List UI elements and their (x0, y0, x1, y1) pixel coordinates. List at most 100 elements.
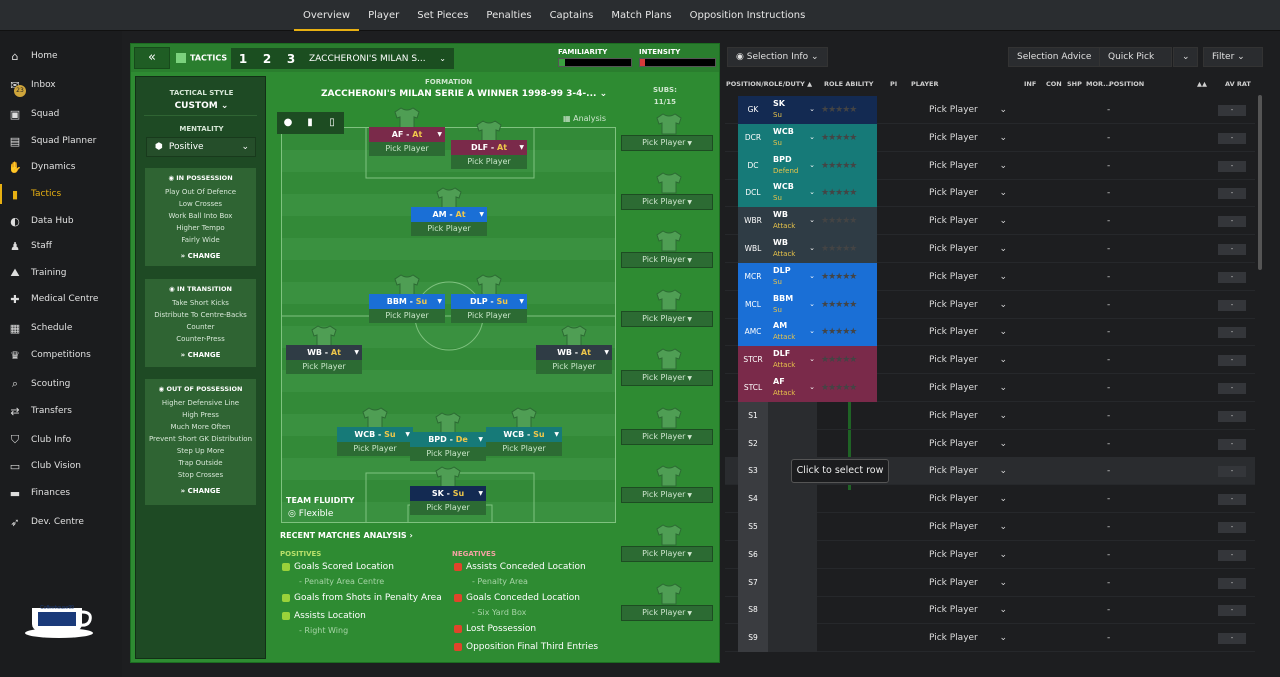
pick-player-dropdown[interactable]: Pick Player (411, 222, 487, 236)
sub-pick-player-dropdown[interactable]: Pick Player ▼ (621, 252, 713, 269)
selection-row[interactable]: MCL BBM Su ⌄ ★★★★★ Pick Player ⌄ - - (725, 290, 1255, 319)
player-role-dropdown[interactable]: DLF - At ▼ (451, 140, 527, 155)
row-role-dropdown[interactable]: BPD Defend ⌄ (768, 151, 817, 180)
sidebar-item-squad-planner[interactable]: ▤ Squad Planner (0, 131, 122, 151)
pick-player-dropdown[interactable]: Pick Player (369, 309, 445, 323)
player-role-dropdown[interactable]: WCB - Su ▼ (486, 427, 562, 442)
sidebar-item-inbox[interactable]: ✉ Inbox 23 (0, 75, 122, 97)
selection-row[interactable]: S5 Pick Player ⌄ - - (725, 513, 1255, 541)
sub-pick-player-dropdown[interactable]: Pick Player ▼ (621, 311, 713, 328)
mentality-dropdown[interactable]: ⬢ Positive ⌄ (146, 137, 256, 157)
row-role-dropdown[interactable]: BBM Su ⌄ (768, 290, 817, 319)
selection-row[interactable]: STCL AF Attack ⌄ ★★★★★ Pick Player ⌄ - - (725, 374, 1255, 402)
selection-row[interactable]: DCR WCB Su ⌄ ★★★★★ Pick Player ⌄ - - (725, 123, 1255, 152)
row-role-dropdown[interactable]: SK Su ⌄ (768, 96, 817, 124)
col-shp[interactable]: SHP (1067, 80, 1082, 88)
sidebar-item-club-info[interactable]: ⛉ Club Info (0, 430, 122, 450)
row-pick-player-dropdown[interactable]: Pick Player ⌄ (929, 485, 1013, 513)
tab-match-plans[interactable]: Match Plans (611, 10, 672, 21)
sidebar-item-home[interactable]: ⌂ Home (0, 46, 122, 66)
player-role-dropdown[interactable]: AF - At ▼ (369, 127, 445, 142)
selection-row[interactable]: S9 Pick Player ⌄ - - (725, 624, 1255, 653)
pick-player-dropdown[interactable]: Pick Player (410, 447, 486, 461)
sort-icon[interactable]: ▲▲ (1197, 80, 1207, 88)
col-position[interactable]: POSITION (1109, 80, 1145, 88)
pick-player-dropdown[interactable]: Pick Player (451, 155, 527, 169)
row-role-dropdown[interactable]: DLP Su ⌄ (768, 262, 817, 291)
row-pick-player-dropdown[interactable]: Pick Player ⌄ (929, 569, 1013, 597)
col-mor[interactable]: MOR... (1086, 80, 1111, 88)
sidebar-item-club-vision[interactable]: ▭ Club Vision (0, 456, 122, 476)
sidebar-item-medical-centre[interactable]: ✚ Medical Centre (0, 289, 122, 309)
sidebar-item-transfers[interactable]: ⇄ Transfers (0, 401, 122, 421)
tactic-slot-3[interactable]: 3 (286, 51, 296, 66)
row-pick-player-dropdown[interactable]: Pick Player ⌄ (929, 402, 1013, 430)
sub-pick-player-dropdown[interactable]: Pick Player ▼ (621, 604, 713, 621)
selection-row[interactable]: S8 Pick Player ⌄ - - (725, 596, 1255, 625)
col-av-rat[interactable]: AV RAT (1225, 80, 1251, 88)
sidebar-item-squad[interactable]: ▣ Squad (0, 104, 122, 124)
row-role-dropdown[interactable]: WB Attack ⌄ (768, 207, 817, 236)
selection-row[interactable]: MCR DLP Su ⌄ ★★★★★ Pick Player ⌄ - - (725, 262, 1255, 291)
player-role-dropdown[interactable]: WB - At ▼ (286, 345, 362, 360)
sub-pick-player-dropdown[interactable]: Pick Player ▼ (621, 193, 713, 210)
col-position-role-duty[interactable]: POSITION/ROLE/DUTY ▲ (726, 80, 813, 88)
row-role-dropdown[interactable]: WCB Su ⌄ (768, 123, 817, 152)
row-pick-player-dropdown[interactable]: Pick Player ⌄ (929, 541, 1013, 569)
sub-pick-player-dropdown[interactable]: Pick Player ▼ (621, 545, 713, 562)
quick-pick-dropdown[interactable]: ⌄ (1173, 47, 1198, 67)
row-pick-player-dropdown[interactable]: Pick Player ⌄ (929, 374, 1013, 402)
sub-pick-player-dropdown[interactable]: Pick Player ▼ (621, 369, 713, 386)
col-role-ability[interactable]: ROLE ABILITY (824, 80, 874, 88)
player-role-dropdown[interactable]: SK - Su ▼ (410, 486, 486, 501)
pick-player-dropdown[interactable]: Pick Player (536, 360, 612, 374)
row-pick-player-dropdown[interactable]: Pick Player ⌄ (929, 457, 1013, 485)
sidebar-item-training[interactable]: ⛰ Training (0, 263, 122, 283)
selection-row[interactable]: DCL WCB Su ⌄ ★★★★★ Pick Player ⌄ - - (725, 179, 1255, 208)
bar-chart-icon[interactable]: ▮ (307, 117, 313, 128)
sub-pick-player-dropdown[interactable]: Pick Player ▼ (621, 135, 713, 151)
tab-player[interactable]: Player (368, 10, 400, 21)
col-con[interactable]: CON (1046, 80, 1062, 88)
tactical-style-dropdown[interactable]: CUSTOM ⌄ (174, 101, 229, 111)
sidebar-item-dynamics[interactable]: ✋ Dynamics (0, 157, 122, 177)
tab-overview[interactable]: Overview (294, 0, 360, 31)
row-pick-player-dropdown[interactable]: Pick Player ⌄ (929, 207, 1013, 235)
player-role-dropdown[interactable]: WCB - Su ▼ (337, 427, 413, 442)
col-player[interactable]: PLAYER (911, 80, 939, 88)
collapse-button[interactable]: « (134, 47, 170, 69)
sub-pick-player-dropdown[interactable]: Pick Player ▼ (621, 428, 713, 445)
card-view-icon[interactable]: ▯ (329, 117, 335, 128)
col-pi[interactable]: PI (890, 80, 898, 88)
selection-row[interactable]: WBR WB Attack ⌄ ★★★★★ Pick Player ⌄ - - (725, 207, 1255, 236)
info-icon[interactable]: ● (283, 117, 293, 128)
pick-player-dropdown[interactable]: Pick Player (410, 501, 486, 515)
row-role-dropdown[interactable]: AM Attack ⌄ (768, 318, 817, 347)
change-out-of-possession-button[interactable]: » CHANGE (180, 487, 221, 495)
row-pick-player-dropdown[interactable]: Pick Player ⌄ (929, 291, 1013, 319)
player-role-dropdown[interactable]: AM - At ▼ (411, 207, 487, 222)
selection-row[interactable]: S2 Pick Player ⌄ - - (725, 429, 1255, 458)
pick-player-dropdown[interactable]: Pick Player (286, 360, 362, 374)
selection-info-dropdown[interactable]: ◉ Selection Info ⌄ (727, 47, 828, 67)
sidebar-item-schedule[interactable]: ▦ Schedule (0, 318, 122, 338)
analysis-button[interactable]: ▦ Analysis (563, 114, 606, 123)
pick-player-dropdown[interactable]: Pick Player (486, 442, 562, 456)
row-pick-player-dropdown[interactable]: Pick Player ⌄ (929, 263, 1013, 291)
row-pick-player-dropdown[interactable]: Pick Player ⌄ (929, 235, 1013, 263)
pick-player-dropdown[interactable]: Pick Player (369, 142, 445, 156)
sidebar-item-finances[interactable]: ▬ Finances (0, 483, 122, 503)
sidebar-item-dev-centre[interactable]: ➶ Dev. Centre (0, 512, 122, 532)
sidebar-item-competitions[interactable]: ♛ Competitions (0, 345, 122, 365)
player-role-dropdown[interactable]: WB - At ▼ (536, 345, 612, 360)
row-pick-player-dropdown[interactable]: Pick Player ⌄ (929, 346, 1013, 374)
selection-row[interactable]: GK SK Su ⌄ ★★★★★ Pick Player ⌄ - - (725, 96, 1255, 124)
tactic-slot-1[interactable]: 1 (238, 51, 248, 66)
selection-row[interactable]: DC BPD Defend ⌄ ★★★★★ Pick Player ⌄ - - (725, 151, 1255, 180)
sidebar-item-staff[interactable]: ♟ Staff (0, 236, 122, 256)
selection-row[interactable]: S7 Pick Player ⌄ - - (725, 568, 1255, 597)
selection-row[interactable]: S1 Pick Player ⌄ - - (725, 401, 1255, 430)
row-pick-player-dropdown[interactable]: Pick Player ⌄ (929, 179, 1013, 207)
row-pick-player-dropdown[interactable]: Pick Player ⌄ (929, 152, 1013, 180)
selection-advice-button[interactable]: Selection Advice (1008, 47, 1101, 67)
